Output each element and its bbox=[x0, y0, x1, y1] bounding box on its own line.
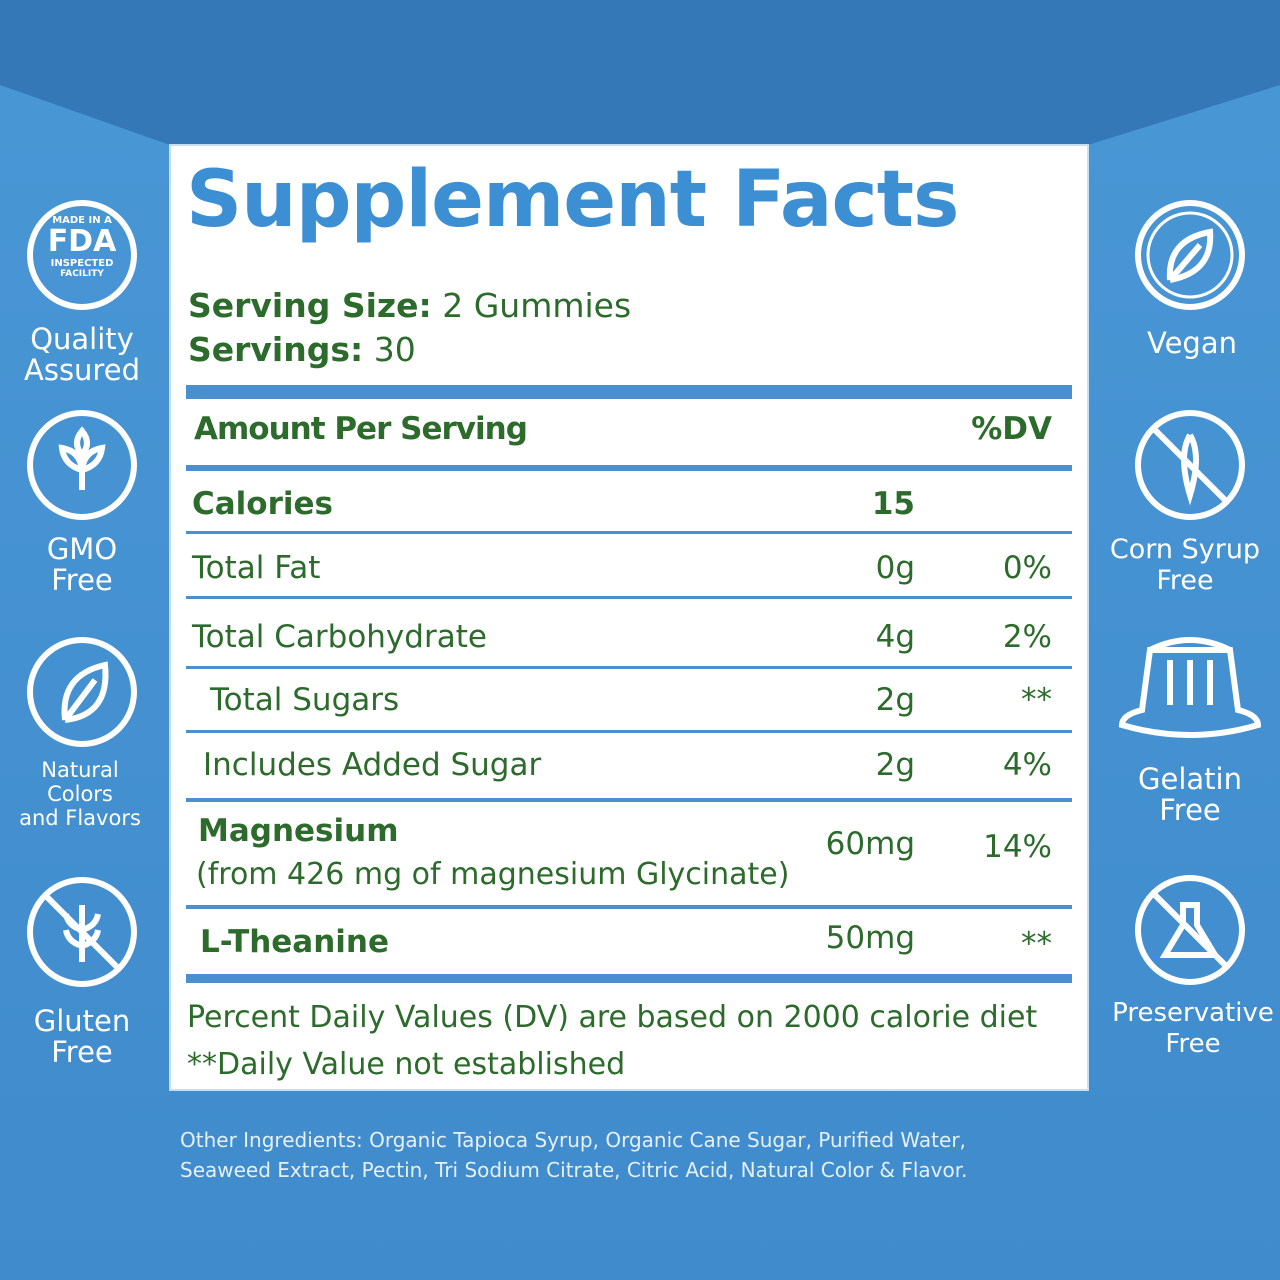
row-note: (from 426 mg of magnesium Glycinate) bbox=[196, 857, 790, 892]
row-amount: 50mg bbox=[825, 920, 915, 956]
row-dv: 14% bbox=[983, 829, 1052, 865]
badge-label: Quality Assured bbox=[0, 324, 167, 386]
title: Supplement Facts bbox=[186, 155, 959, 245]
label: Servings: bbox=[188, 330, 364, 369]
separator bbox=[186, 385, 1072, 399]
serving-size: Serving Size: 2 Gummies bbox=[188, 286, 631, 325]
row-dv: ** bbox=[1021, 926, 1052, 962]
badge-line: Corn Syrup bbox=[1109, 534, 1261, 565]
seal-text: FACILITY bbox=[60, 269, 104, 279]
footnote: **Daily Value not established bbox=[187, 1047, 626, 1082]
badge-line: GMO bbox=[46, 532, 118, 566]
row-name: Includes Added Sugar bbox=[203, 747, 542, 783]
badge-line: Quality bbox=[30, 322, 134, 356]
row-name: Magnesium bbox=[198, 813, 399, 849]
badge-line: Free bbox=[1159, 793, 1221, 827]
badge-label: Gelatin Free bbox=[1105, 764, 1275, 826]
badge-line: Free bbox=[1156, 565, 1214, 596]
row-amount: 2g bbox=[875, 682, 915, 718]
row-amount: 2g bbox=[875, 747, 915, 783]
separator bbox=[186, 666, 1072, 669]
badge-label: Gluten Free bbox=[0, 1006, 167, 1068]
seal-text: MADE IN A bbox=[52, 215, 112, 226]
badge-line: Vegan bbox=[1147, 326, 1237, 360]
ingredients-line: Other Ingredients: Organic Tapioca Syrup… bbox=[180, 1128, 966, 1152]
row-name: Total Carbohydrate bbox=[192, 619, 487, 655]
badge-label: Natural Colors and Flavors bbox=[0, 758, 165, 830]
separator bbox=[186, 905, 1072, 909]
value: 30 bbox=[373, 330, 416, 369]
seal-text: FDA bbox=[47, 224, 117, 259]
badge-line: Colors bbox=[47, 782, 113, 806]
badge-line: Assured bbox=[24, 353, 140, 387]
badge-line: Free bbox=[1165, 1029, 1221, 1059]
fda-seal: MADE IN A FDA INSPECTED FACILITY bbox=[32, 215, 132, 279]
row-amount: 0g bbox=[875, 550, 915, 586]
row-dv: 0% bbox=[1002, 550, 1052, 586]
row-name: Calories bbox=[192, 486, 333, 522]
ingredients-line: Seaweed Extract, Pectin, Tri Sodium Citr… bbox=[180, 1158, 968, 1182]
badge-label: GMO Free bbox=[0, 534, 167, 596]
row-name: L-Theanine bbox=[200, 924, 390, 960]
row-dv: 4% bbox=[1002, 747, 1052, 783]
badge-line: Free bbox=[51, 1035, 113, 1069]
badge-line: Preservative bbox=[1112, 998, 1274, 1028]
footnote: Percent Daily Values (DV) are based on 2… bbox=[187, 1000, 1038, 1035]
header-dv: %DV bbox=[971, 411, 1052, 447]
separator bbox=[186, 596, 1072, 599]
separator bbox=[186, 798, 1072, 802]
badge-label: Vegan bbox=[1107, 328, 1277, 359]
badge-line: Gelatin bbox=[1138, 762, 1242, 796]
badge-line: Free bbox=[51, 563, 113, 597]
row-name: Total Sugars bbox=[210, 682, 400, 718]
label: Serving Size: bbox=[188, 286, 432, 325]
separator bbox=[186, 531, 1072, 534]
separator bbox=[186, 730, 1072, 733]
row-amount: 4g bbox=[875, 619, 915, 655]
separator bbox=[186, 465, 1072, 471]
badge-line: and Flavors bbox=[19, 806, 141, 830]
value: 2 Gummies bbox=[442, 286, 632, 325]
row-name: Total Fat bbox=[192, 550, 321, 586]
row-amount: 15 bbox=[871, 486, 915, 522]
row-amount: 60mg bbox=[825, 826, 915, 862]
badge-line: Gluten bbox=[33, 1004, 131, 1038]
header-amount: Amount Per Serving bbox=[194, 411, 528, 447]
badge-label: Corn Syrup Free bbox=[1100, 534, 1270, 596]
seal-text: INSPECTED bbox=[50, 258, 114, 269]
badge-label: Preservative Free bbox=[1108, 998, 1278, 1060]
row-dv: ** bbox=[1021, 682, 1052, 718]
badge-line: Natural bbox=[41, 758, 119, 782]
servings: Servings: 30 bbox=[188, 330, 416, 369]
other-ingredients: Other Ingredients: Organic Tapioca Syrup… bbox=[180, 1125, 967, 1185]
row-dv: 2% bbox=[1002, 619, 1052, 655]
separator bbox=[186, 974, 1072, 983]
